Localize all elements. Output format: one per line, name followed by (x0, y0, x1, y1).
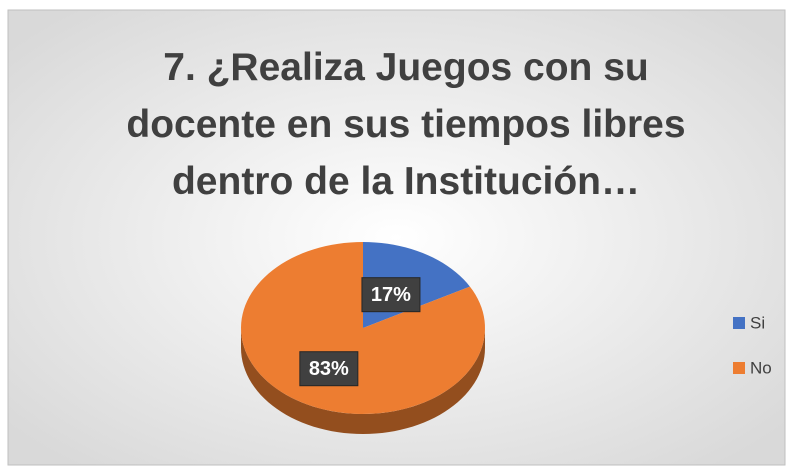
data-label: 17% (371, 284, 411, 306)
data-label-box (361, 277, 421, 313)
legend-swatch (733, 362, 745, 374)
legend-label: No (750, 358, 772, 377)
legend-label: Si (750, 313, 765, 332)
pie-slice-side (241, 328, 485, 434)
data-label-box (299, 351, 359, 387)
legend-swatch (733, 317, 745, 329)
data-label: 83% (309, 358, 349, 380)
chart-title: 7. ¿Realiza Juegos con su docente en sus … (126, 46, 685, 203)
